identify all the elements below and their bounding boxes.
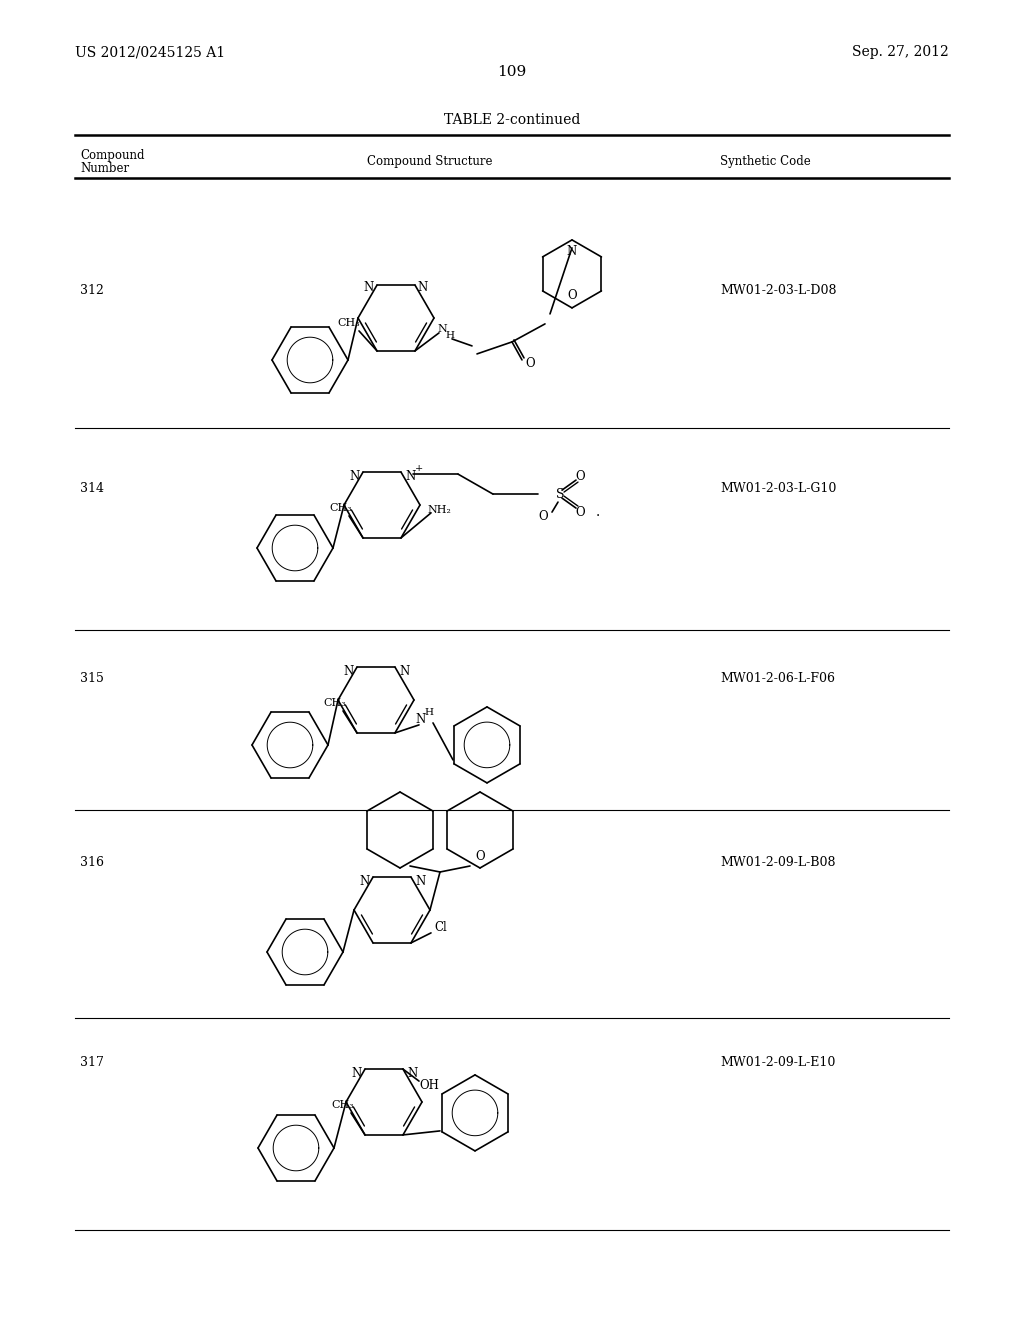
Text: Compound: Compound <box>80 149 144 161</box>
Text: Number: Number <box>80 161 129 174</box>
Text: O: O <box>575 470 585 483</box>
Text: Sep. 27, 2012: Sep. 27, 2012 <box>852 45 949 59</box>
Text: N: N <box>416 713 426 726</box>
Text: CH₃: CH₃ <box>338 318 360 327</box>
Text: N: N <box>406 470 416 483</box>
Text: TABLE 2-continued: TABLE 2-continued <box>443 114 581 127</box>
Text: 315: 315 <box>80 672 103 685</box>
Text: MW01-2-06-L-F06: MW01-2-06-L-F06 <box>720 672 835 685</box>
Text: O: O <box>539 510 548 523</box>
Text: N: N <box>350 470 360 483</box>
Text: US 2012/0245125 A1: US 2012/0245125 A1 <box>75 45 225 59</box>
Text: N: N <box>344 664 354 677</box>
Text: Synthetic Code: Synthetic Code <box>720 156 811 169</box>
Text: ·: · <box>596 510 600 523</box>
Text: N: N <box>359 875 370 887</box>
Text: CH₃: CH₃ <box>324 698 346 708</box>
Text: MW01-2-03-L-D08: MW01-2-03-L-D08 <box>720 284 837 297</box>
Text: N: N <box>418 281 428 293</box>
Text: NH₂: NH₂ <box>427 506 451 515</box>
Text: N: N <box>567 246 578 259</box>
Text: Cl: Cl <box>434 921 447 935</box>
Text: O: O <box>575 506 585 519</box>
Text: +: + <box>415 463 423 473</box>
Text: OH: OH <box>419 1078 439 1092</box>
Text: CH₃: CH₃ <box>332 1100 354 1110</box>
Text: 109: 109 <box>498 65 526 79</box>
Text: N: N <box>437 323 446 334</box>
Text: N: N <box>408 1067 418 1080</box>
Text: MW01-2-03-L-G10: MW01-2-03-L-G10 <box>720 482 837 495</box>
Text: CH₃: CH₃ <box>330 503 352 513</box>
Text: H: H <box>425 709 433 717</box>
Text: H: H <box>445 331 455 341</box>
Text: N: N <box>416 875 426 887</box>
Text: O: O <box>475 850 484 862</box>
Text: MW01-2-09-L-E10: MW01-2-09-L-E10 <box>720 1056 836 1068</box>
Text: O: O <box>525 358 535 371</box>
Text: O: O <box>567 289 577 302</box>
Text: N: N <box>364 281 374 293</box>
Text: MW01-2-09-L-B08: MW01-2-09-L-B08 <box>720 855 836 869</box>
Text: N: N <box>352 1067 362 1080</box>
Text: Compound Structure: Compound Structure <box>368 156 493 169</box>
Text: 316: 316 <box>80 855 104 869</box>
Text: 317: 317 <box>80 1056 103 1068</box>
Text: S: S <box>556 487 564 500</box>
Text: 312: 312 <box>80 284 103 297</box>
Text: 314: 314 <box>80 482 104 495</box>
Text: N: N <box>400 664 411 677</box>
